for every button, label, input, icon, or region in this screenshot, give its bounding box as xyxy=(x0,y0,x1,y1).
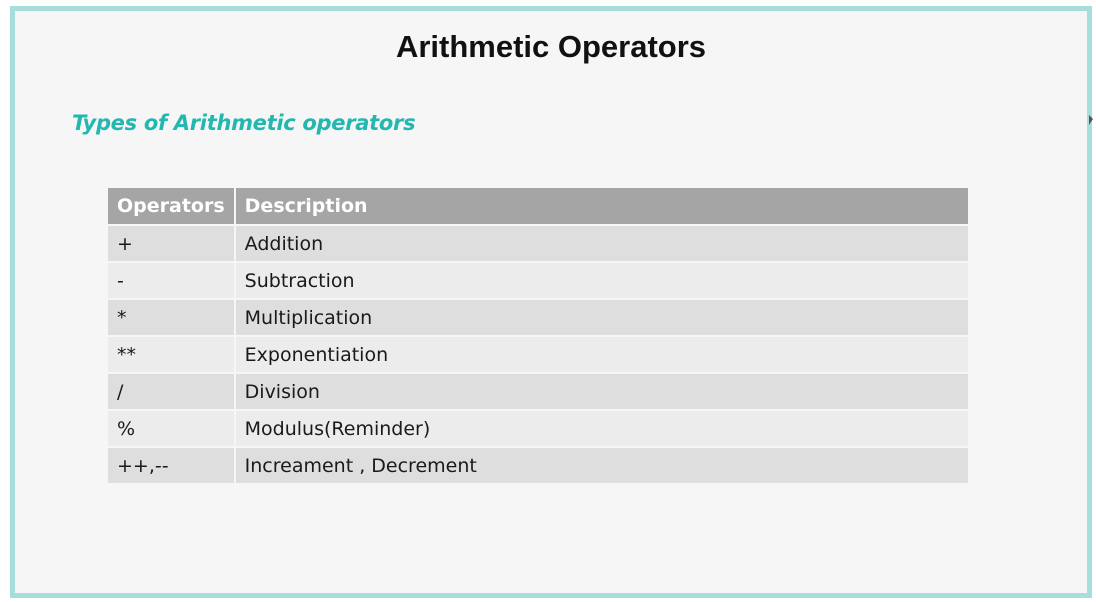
column-header-description: Description xyxy=(233,186,971,226)
column-header-operators: Operators xyxy=(106,186,236,226)
table-row: - Subtraction xyxy=(106,261,971,300)
operator-cell: - xyxy=(106,261,236,300)
slide-title: Arithmetic Operators xyxy=(395,29,707,64)
table-row: % Modulus(Reminder) xyxy=(106,409,971,448)
description-cell: Multiplication xyxy=(233,298,971,337)
description-cell: Addition xyxy=(233,224,971,263)
table-header-row: Operators Description xyxy=(106,186,971,226)
operator-cell: / xyxy=(106,372,236,411)
table-row: / Division xyxy=(106,372,971,411)
operator-cell: + xyxy=(106,224,236,263)
operator-cell: % xyxy=(106,409,236,448)
description-cell: Subtraction xyxy=(233,261,971,300)
operator-cell: ** xyxy=(106,335,236,374)
description-cell: Division xyxy=(233,372,971,411)
table-row: * Multiplication xyxy=(106,298,971,337)
operator-cell: * xyxy=(106,298,236,337)
operator-cell: ++,-- xyxy=(106,446,236,485)
operators-table: Operators Description + Addition - Subtr… xyxy=(106,186,971,485)
slide-subtitle: Types of Arithmetic operators xyxy=(72,111,416,135)
description-cell: Increament , Decrement xyxy=(233,446,971,485)
table-row: ++,-- Increament , Decrement xyxy=(106,446,971,485)
description-cell: Modulus(Reminder) xyxy=(233,409,971,448)
description-cell: Exponentiation xyxy=(233,335,971,374)
table-row: ** Exponentiation xyxy=(106,335,971,374)
slide: Arithmetic Operators Types of Arithmetic… xyxy=(10,6,1092,598)
table-row: + Addition xyxy=(106,224,971,263)
mouse-cursor-icon xyxy=(1089,115,1093,125)
